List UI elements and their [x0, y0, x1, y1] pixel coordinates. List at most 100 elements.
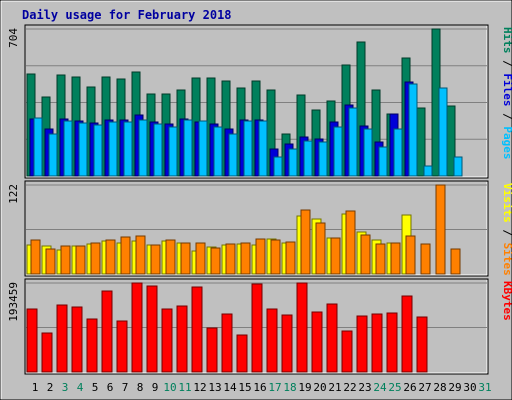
legend-visits: Visits / Sites: [501, 183, 512, 276]
bar-visits-sites-day-2: [45, 248, 56, 275]
bar-hits-pages-day-27: [423, 165, 433, 177]
day-label-3: 3: [62, 381, 69, 394]
legend-entry: Files: [501, 73, 512, 106]
day-label-16: 16: [253, 381, 266, 394]
bar-visits-sites-day-24: [375, 243, 386, 275]
bar-hits-pages-day-21: [333, 126, 343, 177]
day-label-6: 6: [107, 381, 114, 394]
bar-visits-sites-day-21: [330, 237, 341, 275]
bar-visits-sites-day-15: [240, 242, 251, 275]
bar-visits-sites-day-19: [300, 209, 311, 275]
day-label-18: 18: [283, 381, 296, 394]
legend-entry: Pages: [501, 126, 512, 159]
bar-kbytes-kbytes-day-1: [26, 308, 38, 373]
day-label-19: 19: [298, 381, 311, 394]
bar-visits-sites-day-4: [75, 245, 86, 275]
legend-entry: Hits: [501, 27, 512, 54]
bar-visits-sites-day-23: [360, 234, 371, 275]
bar-visits-sites-day-18: [285, 241, 296, 275]
day-label-20: 20: [313, 381, 326, 394]
bar-hits-pages-day-9: [153, 123, 163, 177]
bar-visits-sites-day-29: [450, 248, 461, 275]
bar-kbytes-kbytes-day-20: [311, 311, 323, 373]
bar-kbytes-kbytes-day-3: [56, 304, 68, 373]
chart-panels: 704 Hits / Files / Pages 122 Visits / Sites…: [7, 24, 512, 375]
bar-kbytes-kbytes-day-13: [206, 327, 218, 373]
day-label-11: 11: [178, 381, 191, 394]
bar-kbytes-kbytes-day-19: [296, 282, 308, 373]
bar-visits-sites-day-5: [90, 242, 101, 275]
bar-hits-pages-day-19: [303, 140, 313, 177]
bar-hits-pages-day-6: [108, 121, 118, 177]
bar-visits-sites-day-22: [345, 210, 356, 275]
bar-hits-pages-day-7: [123, 121, 133, 177]
bar-hits-pages-day-16: [258, 120, 268, 177]
bar-hits-pages-day-22: [348, 107, 358, 177]
bar-visits-sites-day-8: [135, 235, 146, 275]
bar-kbytes-kbytes-day-12: [191, 286, 203, 373]
day-label-26: 26: [403, 381, 416, 394]
bar-kbytes-kbytes-day-25: [386, 312, 398, 373]
bar-hits-pages-day-29: [453, 156, 463, 177]
day-label-9: 9: [152, 381, 159, 394]
bar-kbytes-kbytes-day-6: [101, 290, 113, 373]
legend-entry: /: [501, 223, 512, 243]
bar-visits-sites-day-11: [180, 242, 191, 275]
legend-kbytes: KBytes: [501, 281, 512, 321]
bar-hits-pages-day-28: [438, 87, 448, 177]
bar-kbytes-kbytes-day-21: [326, 303, 338, 373]
bar-hits-pages-day-26: [408, 83, 418, 177]
bar-kbytes-kbytes-day-16: [251, 283, 263, 373]
bar-kbytes-kbytes-day-4: [71, 306, 83, 373]
max-label-hits: 704: [7, 28, 20, 48]
bar-kbytes-kbytes-day-11: [176, 305, 188, 373]
bar-kbytes-kbytes-day-23: [356, 315, 368, 373]
bar-visits-sites-day-25: [390, 242, 401, 275]
day-label-8: 8: [137, 381, 144, 394]
series-pages: [33, 83, 463, 177]
bar-kbytes-kbytes-day-27: [416, 316, 428, 373]
bar-kbytes-kbytes-day-22: [341, 330, 353, 373]
legend-entry: KBytes: [501, 281, 512, 321]
bar-hits-pages-day-4: [78, 122, 88, 177]
bar-hits-pages-day-12: [198, 120, 208, 177]
panel-kbytes: 193459 KBytes: [7, 278, 512, 375]
bar-visits-sites-day-7: [120, 236, 131, 275]
bar-visits-sites-day-26: [405, 235, 416, 275]
legend-hits: Hits / Files / Pages: [501, 27, 512, 160]
day-label-23: 23: [358, 381, 371, 394]
bar-kbytes-kbytes-day-8: [131, 282, 143, 373]
bar-kbytes-kbytes-day-10: [161, 308, 173, 373]
max-label-kbytes: 193459: [7, 282, 20, 322]
series-kbytes: [26, 282, 428, 373]
bar-visits-sites-day-13: [210, 247, 221, 275]
bar-hits-pages-day-24: [378, 146, 388, 177]
day-label-2: 2: [47, 381, 54, 394]
bar-visits-sites-day-1: [30, 239, 41, 275]
day-label-25: 25: [388, 381, 401, 394]
bar-hits-pages-day-8: [138, 119, 148, 177]
day-axis: 1 2 3 4 5 6 7 8 9 10 11 12 13 14 15 16 17 18 19 20 21 22 23 24 2…: [32, 381, 492, 394]
series-sites: [30, 184, 461, 275]
day-label-7: 7: [122, 381, 129, 394]
bar-hits-pages-day-23: [363, 128, 373, 177]
bar-visits-sites-day-17: [270, 239, 281, 275]
bar-hits-pages-day-2: [48, 133, 58, 177]
bar-kbytes-kbytes-day-7: [116, 320, 128, 373]
legend-entry: Visits: [501, 183, 512, 223]
bar-kbytes-kbytes-day-5: [86, 318, 98, 373]
bar-hits-pages-day-14: [228, 133, 238, 177]
bar-hits-pages-day-1: [33, 117, 43, 177]
bar-visits-sites-day-6: [105, 239, 116, 275]
legend-entry: /: [501, 54, 512, 74]
day-label-15: 15: [238, 381, 251, 394]
panel-visits: 122 Visits / Sites: [7, 180, 512, 277]
bar-hits-pages-day-3: [63, 120, 73, 177]
bar-hits-pages-day-13: [213, 126, 223, 177]
day-label-10: 10: [163, 381, 176, 394]
bar-kbytes-kbytes-day-18: [281, 314, 293, 373]
bar-kbytes-kbytes-day-9: [146, 285, 158, 373]
bar-hits-pages-day-17: [273, 156, 283, 177]
bar-kbytes-kbytes-day-14: [221, 313, 233, 373]
